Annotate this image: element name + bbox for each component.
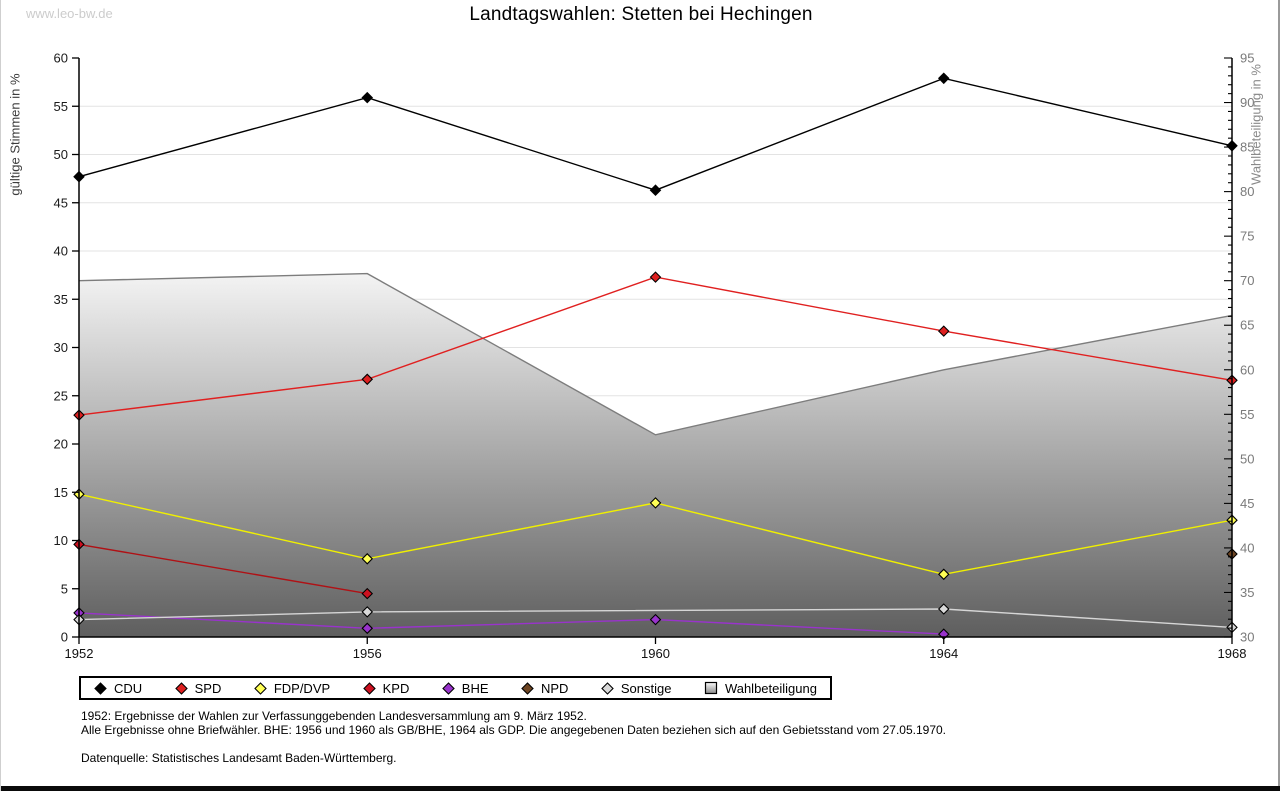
legend-label: Wahlbeteiligung [724,680,817,696]
svg-text:50: 50 [1240,451,1254,466]
legend-item-fdp-dvp: FDP/DVP [254,681,330,696]
svg-text:55: 55 [54,99,68,114]
legend-label: NPD [540,680,569,696]
svg-text:60: 60 [1240,362,1254,377]
svg-text:25: 25 [54,388,68,403]
right-axis-label: Wahlbeteiligung in % [1248,64,1264,185]
svg-text:1956: 1956 [353,646,382,661]
legend-diamond-icon [601,681,614,695]
svg-text:1960: 1960 [641,646,670,661]
legend-label: SPD [194,680,222,696]
svg-text:10: 10 [54,533,68,548]
legend-item-sonstige: Sonstige [601,680,672,696]
svg-text:45: 45 [1240,496,1254,511]
legend-label: FDP/DVP [273,680,331,696]
legend-area-swatch [704,681,718,695]
footnote-line-2: Alle Ergebnisse ohne Briefwähler. BHE: 1… [81,722,947,737]
series-area-Wahlbeteiligung [78,272,1233,637]
legend-item-cdu: CDU [94,681,142,696]
svg-text:5: 5 [61,581,68,596]
svg-text:35: 35 [1240,585,1254,600]
svg-text:80: 80 [1240,184,1254,199]
svg-text:0: 0 [61,630,68,645]
svg-text:30: 30 [54,340,68,355]
site-watermark: www.leo-bw.de [26,6,113,21]
chart-legend: CDU SPD FDP/DVP KPD BHE NPD Sonstige Wahlbeteil… [79,676,832,700]
svg-text:60: 60 [54,51,68,66]
legend-diamond-icon [254,681,267,695]
svg-text:85: 85 [1240,140,1254,155]
bottom-border-bar [1,786,1280,791]
legend-diamond-icon [521,681,534,695]
legend-diamond-icon [442,681,455,695]
left-axis-label: gültige Stimmen in % [7,73,23,196]
svg-text:65: 65 [1240,318,1254,333]
svg-text:40: 40 [1240,540,1254,555]
svg-text:95: 95 [1240,51,1254,66]
svg-text:30: 30 [1240,630,1254,645]
svg-text:35: 35 [54,292,68,307]
footnote-line-1: 1952: Ergebnisse der Wahlen zur Verfassu… [81,709,587,723]
svg-text:55: 55 [1240,407,1254,422]
legend-label: CDU [114,680,143,696]
series-CDU [73,72,1238,196]
left-axis-ticks: 0 5 10 15 20 25 30 35 40 45 50 55 60 [54,51,79,645]
svg-text:50: 50 [54,147,68,162]
svg-text:40: 40 [54,244,68,259]
svg-text:1952: 1952 [65,646,94,661]
svg-text:70: 70 [1240,273,1254,288]
chart-title: Landtagswahlen: Stetten bei Hechingen [469,4,813,25]
legend-diamond-icon [94,681,107,695]
svg-text:75: 75 [1240,229,1254,244]
series-KPD [73,538,374,600]
legend-item-bhe: BHE [442,681,489,696]
svg-text:1964: 1964 [929,646,958,661]
legend-diamond-icon [362,681,376,695]
legend-item-spd: SPD [174,680,222,696]
svg-text:90: 90 [1240,95,1254,110]
svg-text:1968: 1968 [1218,646,1247,661]
legend-item-npd: NPD [521,681,568,696]
svg-text:45: 45 [54,195,68,210]
x-axis-ticks: 1952 1956 1960 1964 1968 [65,637,1247,661]
chart-footnotes: 1952: Ergebnisse der Wahlen zur Verfassu… [81,709,1231,737]
legend-label: BHE [461,680,489,696]
legend-diamond-icon [174,681,188,695]
legend-label: KPD [382,680,410,696]
svg-text:15: 15 [54,485,68,500]
legend-label: Sonstige [620,680,672,696]
legend-item-wahlbeteiligung: Wahlbeteiligung [704,681,817,696]
svg-text:20: 20 [54,437,68,452]
right-axis-ticks: 30 35 40 45 50 55 60 65 70 75 80 85 90 95 [1224,51,1254,645]
data-source-note: Datenquelle: Statistisches Landesamt Bad… [81,751,397,765]
legend-item-kpd: KPD [362,680,410,696]
